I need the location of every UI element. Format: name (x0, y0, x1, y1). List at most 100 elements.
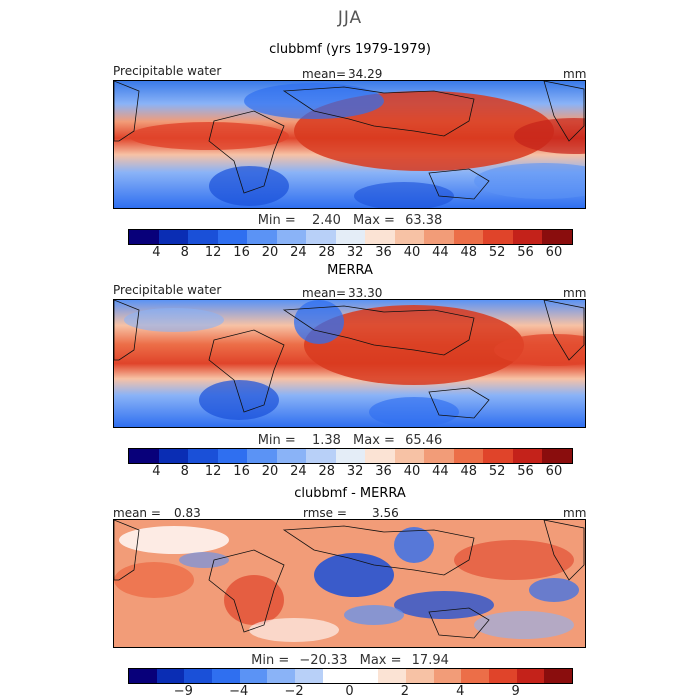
colorbar-swatch (129, 669, 157, 683)
panel1-colorbar (128, 229, 573, 245)
colorbar-tick-label: 44 (432, 245, 449, 260)
colorbar-tick-label: 56 (517, 464, 534, 479)
panel3-title: clubbmf - MERRA (294, 486, 406, 501)
colorbar-tick-label: 12 (204, 245, 222, 260)
colorbar-tick-label: 40 (403, 245, 421, 260)
panel3-max-label: Max = (359, 653, 402, 668)
colorbar-tick-label: 4 (152, 245, 161, 260)
colorbar-tick-label: 32 (346, 245, 364, 260)
colorbar-swatch (276, 449, 307, 463)
colorbar-tick-label: −9 (173, 684, 193, 699)
colorbar-tick-label: 4 (456, 684, 465, 699)
colorbar-swatch (188, 449, 218, 463)
colorbar-tick-label: 32 (346, 464, 364, 479)
panel3-mean-label: mean = (113, 506, 161, 520)
colorbar-swatch (350, 669, 379, 683)
colorbar-tick-label: 8 (180, 245, 189, 260)
colorbar-swatch (217, 449, 248, 463)
colorbar-tick-label: 48 (460, 245, 478, 260)
colorbar-tick-label: 9 (511, 684, 520, 699)
colorbar-tick-label: 28 (318, 245, 336, 260)
panel3-rmse-label: rmse = (303, 506, 347, 520)
colorbar-swatch (158, 449, 189, 463)
colorbar-tick-label: 36 (375, 245, 392, 260)
colorbar-swatch (378, 669, 406, 683)
colorbar-tick-label: 24 (290, 464, 307, 479)
colorbar-swatch (129, 449, 159, 463)
colorbar-tick-label: 2 (400, 684, 410, 699)
colorbar-swatch (544, 669, 572, 683)
colorbar-tick-label: 44 (432, 464, 449, 479)
panel3-min-value: −20.33 (299, 653, 348, 668)
panel2-colorbar (128, 448, 573, 464)
colorbar-swatch (542, 230, 572, 244)
panel2-map (113, 299, 586, 428)
colorbar-swatch (239, 669, 268, 683)
colorbar-swatch (424, 449, 454, 463)
panel1-min-label: Min = (257, 213, 296, 228)
colorbar-tick-label: 20 (261, 245, 279, 260)
colorbar-swatch (512, 230, 543, 244)
colorbar-tick-label: 52 (488, 245, 506, 260)
colorbar-swatch (212, 669, 240, 683)
panel1-map (113, 80, 586, 209)
panel3-rmse-value: 3.56 (372, 506, 399, 520)
colorbar-tick-label: 56 (517, 245, 534, 260)
panel2-mean-label: mean= (302, 286, 347, 300)
colorbar-swatch (405, 669, 434, 683)
colorbar-tick-label: 12 (204, 464, 222, 479)
colorbar-swatch (158, 230, 189, 244)
colorbar-swatch (365, 230, 395, 244)
panel2-variable-label: Precipitable water (113, 283, 222, 297)
colorbar-swatch (129, 230, 159, 244)
colorbar-tick-label: 60 (545, 245, 563, 260)
colorbar-swatch (156, 669, 185, 683)
colorbar-tick-label: 4 (152, 464, 161, 479)
colorbar-tick-label: −2 (284, 684, 304, 699)
colorbar-swatch (335, 230, 366, 244)
colorbar-tick-label: 8 (180, 464, 189, 479)
colorbar-swatch (433, 669, 462, 683)
colorbar-tick-label: −4 (229, 684, 249, 699)
colorbar-swatch (188, 230, 218, 244)
colorbar-swatch (483, 449, 513, 463)
panel2-mean-value: 33.30 (348, 286, 383, 300)
colorbar-tick-label: 28 (318, 464, 336, 479)
colorbar-swatch (276, 230, 307, 244)
colorbar-swatch (267, 669, 296, 683)
panel1-units: mm (563, 67, 587, 81)
panel3-mean-value: 0.83 (174, 506, 201, 520)
colorbar-tick-label: 0 (345, 684, 354, 699)
colorbar-swatch (335, 449, 366, 463)
colorbar-swatch (453, 449, 484, 463)
colorbar-swatch (247, 230, 277, 244)
colorbar-swatch (542, 449, 572, 463)
colorbar-swatch (512, 449, 543, 463)
panel3-units: mm (563, 506, 587, 520)
colorbar-swatch (394, 230, 425, 244)
panel2-min-value: 1.38 (311, 433, 341, 448)
panel2-units: mm (563, 286, 587, 300)
colorbar-swatch (516, 669, 545, 683)
colorbar-swatch (365, 449, 395, 463)
colorbar-tick-label: 36 (375, 464, 392, 479)
colorbar-swatch (247, 449, 277, 463)
panel1-mean-value: 34.29 (348, 67, 383, 81)
colorbar-swatch (322, 669, 351, 683)
panel2-max-label: Max = (353, 433, 395, 448)
panel1-map-field (114, 81, 585, 208)
season-title: JJA (337, 8, 363, 28)
colorbar-tick-label: 40 (403, 464, 421, 479)
colorbar-swatch (306, 230, 336, 244)
colorbar-swatch (488, 669, 517, 683)
panel3-min-label: Min = (251, 653, 290, 668)
colorbar-swatch (217, 230, 248, 244)
panel1-minmax: Min = 2.40 Max = 63.38 (0, 213, 700, 228)
colorbar-swatch (306, 449, 336, 463)
panel3-colorbar (128, 668, 573, 684)
colorbar-swatch (483, 230, 513, 244)
colorbar-tick-label: 24 (290, 245, 307, 260)
panel1-variable-label: Precipitable water (113, 64, 222, 78)
panel1-min-value: 2.40 (311, 213, 341, 228)
colorbar-swatch (394, 449, 425, 463)
